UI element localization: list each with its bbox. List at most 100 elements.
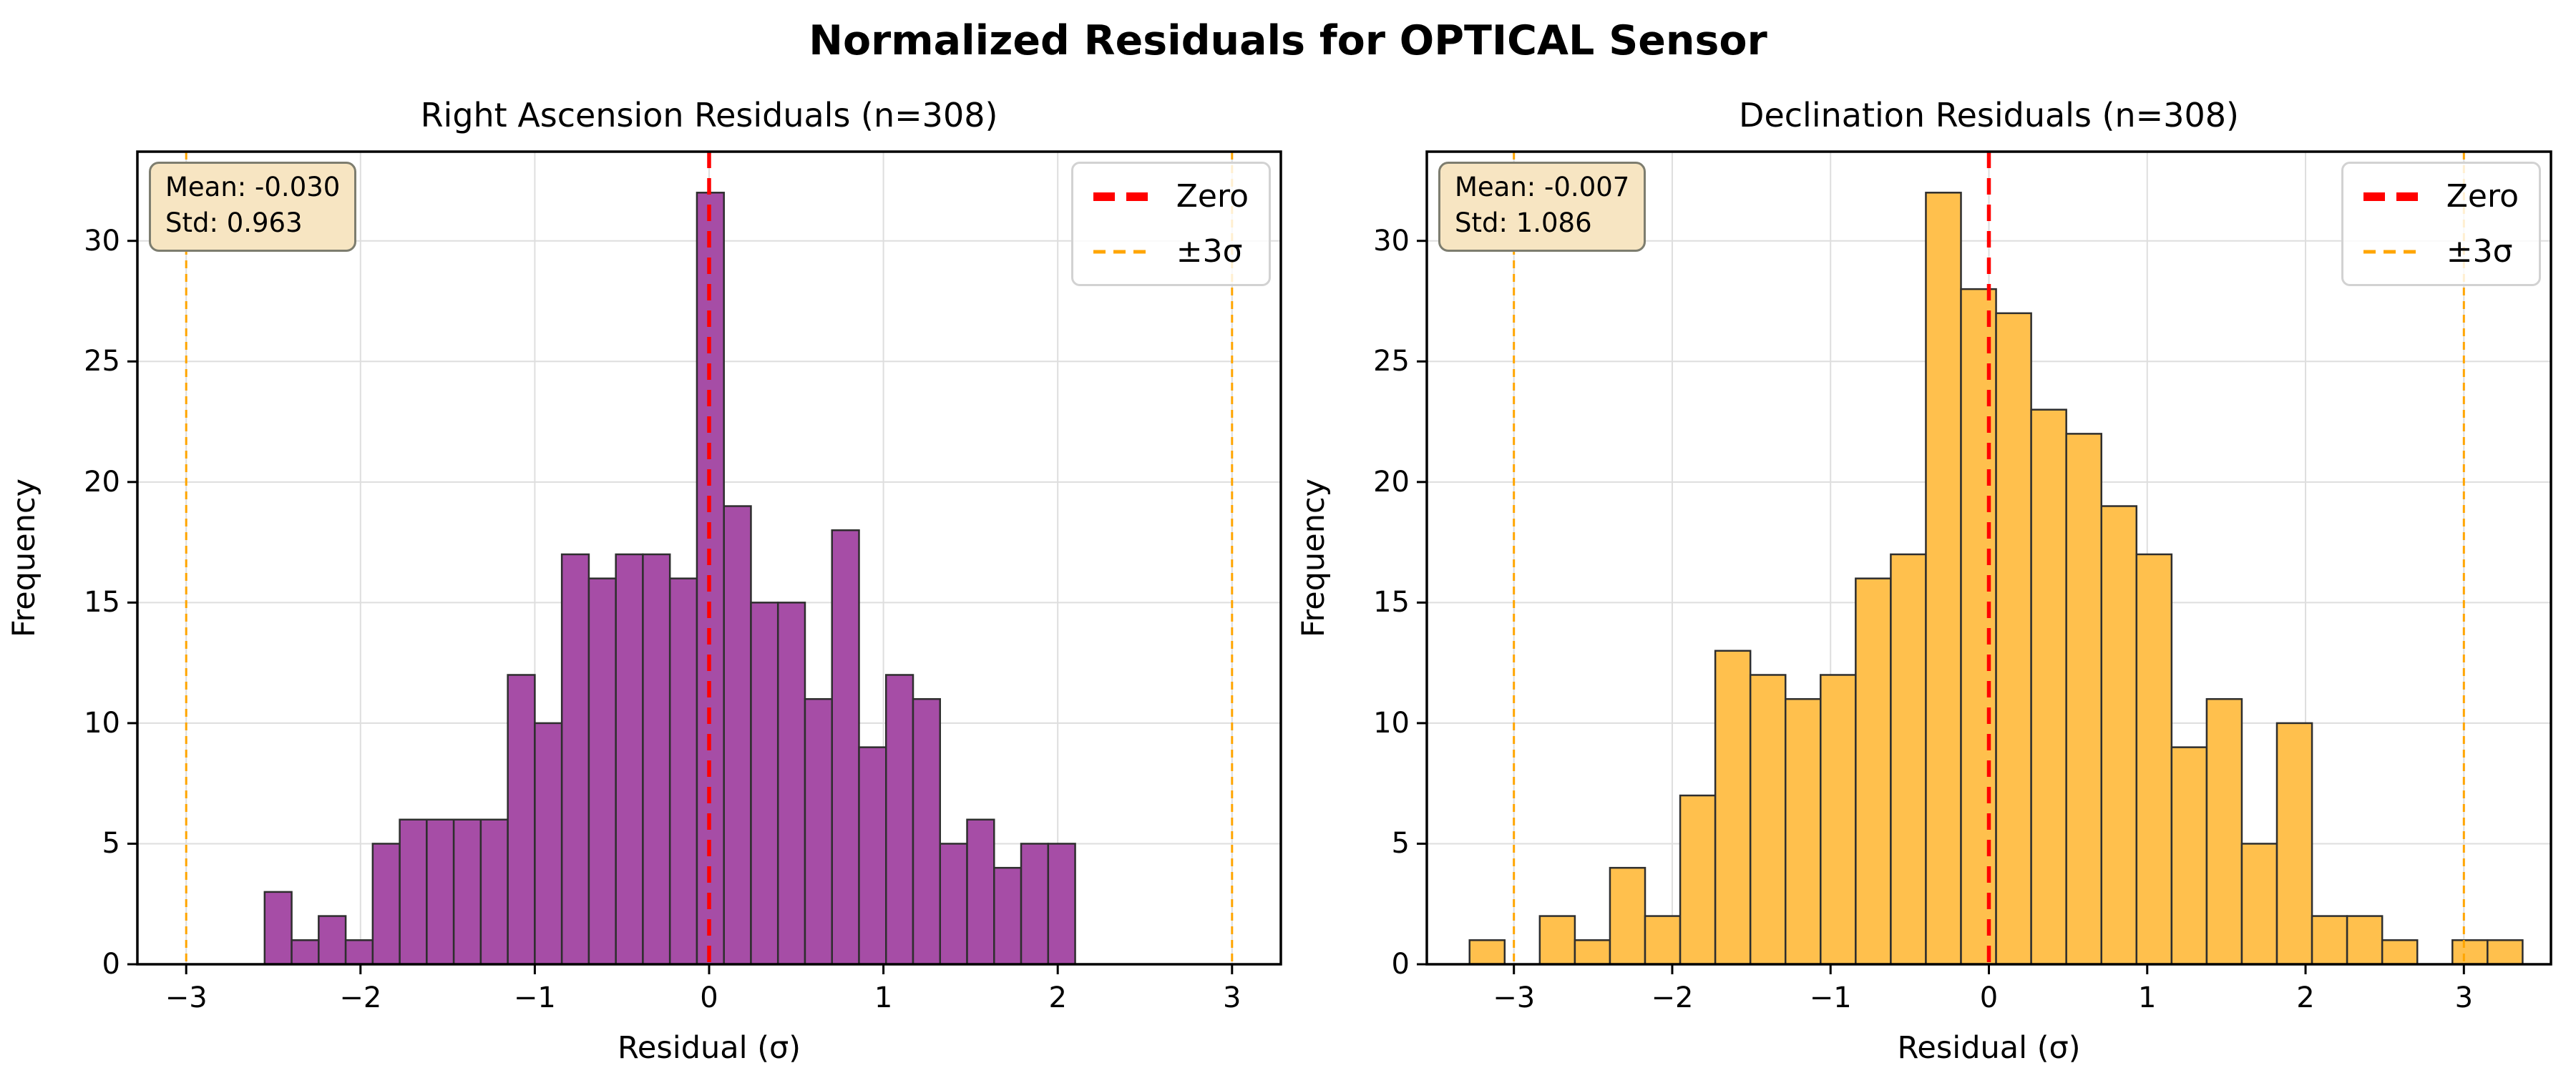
legend: Zero ±3σ	[2341, 162, 2541, 286]
legend-label-zero: Zero	[1176, 178, 1249, 215]
histogram-bar	[1820, 674, 1857, 966]
y-tick-label: 10	[1373, 706, 1410, 740]
histogram-bar	[1020, 843, 1050, 966]
sigma-dash-icon	[2363, 250, 2424, 253]
histogram-bar	[831, 529, 860, 966]
histogram-bar	[452, 818, 482, 966]
x-tick-label: 0	[1979, 981, 1999, 1014]
zero-dash-icon	[2363, 192, 2424, 201]
legend-label-sigma: ±3σ	[1176, 233, 1243, 270]
stats-mean: Mean: -0.030	[165, 172, 341, 202]
histogram-bar	[587, 577, 617, 966]
histogram-bar	[399, 818, 428, 966]
y-tick-label: 30	[1373, 224, 1410, 258]
legend-label-zero: Zero	[2446, 178, 2519, 215]
y-tick-label: 10	[84, 706, 120, 740]
histogram-bar	[723, 505, 752, 966]
histogram-bar	[534, 722, 563, 966]
histogram-bar	[2170, 746, 2208, 966]
histogram-bar	[1538, 915, 1576, 966]
legend-entry-sigma: ±3σ	[2363, 233, 2519, 270]
y-tick-label: 25	[1373, 345, 1410, 378]
sigma-dash-icon	[1093, 250, 1153, 253]
y-tick-label: 20	[1373, 465, 1410, 499]
stats-mean: Mean: -0.007	[1455, 172, 1630, 202]
histogram-bar	[291, 939, 320, 966]
y-tick-label: 30	[84, 224, 120, 258]
stats-std: Std: 1.086	[1455, 207, 1592, 238]
histogram-bar	[2487, 939, 2524, 966]
subplot-right-ascension: Right Ascension Residuals (n=308) Freque…	[6, 96, 1282, 1066]
histogram-bar	[507, 674, 536, 966]
x-tick-label: 3	[1223, 981, 1241, 1014]
y-tick-label: 20	[84, 465, 120, 499]
x-tick-label: 1	[874, 981, 893, 1014]
y-tick-label: 5	[1391, 827, 1410, 861]
stats-box: Mean: -0.030 Std: 0.963	[149, 162, 357, 252]
histogram-bar	[858, 746, 887, 966]
stats-box: Mean: -0.007 Std: 1.086	[1438, 162, 1646, 252]
histogram-bar	[318, 915, 347, 966]
histogram-svg	[127, 150, 1282, 974]
histogram-bar	[750, 602, 779, 966]
histogram-bar	[2381, 939, 2419, 966]
y-tick-label: 0	[1391, 948, 1410, 981]
plot-title: Right Ascension Residuals (n=308)	[420, 96, 998, 134]
histogram-bar	[1644, 915, 1682, 966]
histogram-bar	[1714, 650, 1752, 966]
x-tick-label: 2	[1048, 981, 1067, 1014]
sigma-line-sample-icon	[2363, 247, 2424, 257]
zero-line-sample-icon	[2363, 192, 2424, 202]
histogram-bar	[993, 866, 1023, 966]
histogram-bar	[966, 818, 995, 966]
legend-entry-zero: Zero	[2363, 178, 2519, 215]
x-tick-label: −2	[339, 981, 382, 1014]
histogram-bar	[2100, 505, 2138, 966]
x-tick-label: −3	[1493, 981, 1536, 1014]
histogram-bar	[2240, 843, 2278, 966]
histogram-bar	[1679, 794, 1717, 966]
histogram-bar	[1749, 674, 1787, 966]
zero-dash-icon	[1093, 192, 1153, 201]
histogram-bar	[2311, 915, 2348, 966]
histogram-bar	[2346, 915, 2384, 966]
figure-title: Normalized Residuals for OPTICAL Sensor	[809, 17, 1767, 64]
x-axis-label: Residual (σ)	[1897, 1030, 2081, 1066]
histogram-bar	[1468, 939, 1506, 966]
zero-line-sample-icon	[1093, 192, 1153, 202]
histogram-svg	[1417, 150, 2552, 974]
histogram-bar	[1609, 866, 1646, 966]
histogram-bar	[912, 697, 942, 966]
x-tick-label: 2	[2296, 981, 2315, 1014]
sigma-line-sample-icon	[1093, 247, 1153, 257]
histogram-bar	[615, 553, 644, 966]
axes-area: Mean: -0.007 Std: 1.086 Zero ±3σ −3 −2 −1 0…	[1373, 150, 2552, 1014]
histogram-bar	[642, 553, 671, 966]
x-axis-label: Residual (σ)	[617, 1030, 801, 1066]
histogram-bar	[2065, 433, 2102, 966]
legend-entry-zero: Zero	[1093, 178, 1249, 215]
histogram-bar	[804, 697, 833, 966]
histogram-bar	[939, 843, 968, 966]
histogram-bar	[2205, 697, 2243, 966]
y-axis-label: Frequency	[6, 478, 42, 638]
subplot-declination: Declination Residuals (n=308) Frequency …	[1296, 96, 2552, 1066]
y-tick-label: 0	[102, 948, 120, 981]
histogram-bar	[560, 553, 590, 966]
y-tick-label: 25	[84, 345, 120, 378]
legend-entry-sigma: ±3σ	[1093, 233, 1249, 270]
histogram-bar	[479, 818, 509, 966]
histogram-bar	[668, 577, 698, 966]
x-tick-label: 0	[700, 981, 718, 1014]
histogram-bar	[1047, 843, 1076, 966]
x-tick-label: 3	[2454, 981, 2474, 1014]
histogram-bar	[2030, 408, 2067, 966]
histogram-bar	[1995, 312, 2032, 966]
histogram-bar	[263, 891, 293, 966]
histogram-bar	[776, 602, 806, 966]
x-tick-label: 1	[2138, 981, 2157, 1014]
y-tick-label: 15	[84, 586, 120, 619]
axes-area: Mean: -0.030 Std: 0.963 Zero ±3σ −3 −2 −1 0…	[84, 150, 1282, 1014]
stats-std: Std: 0.963	[165, 207, 303, 238]
histogram-bar	[1925, 192, 1962, 966]
